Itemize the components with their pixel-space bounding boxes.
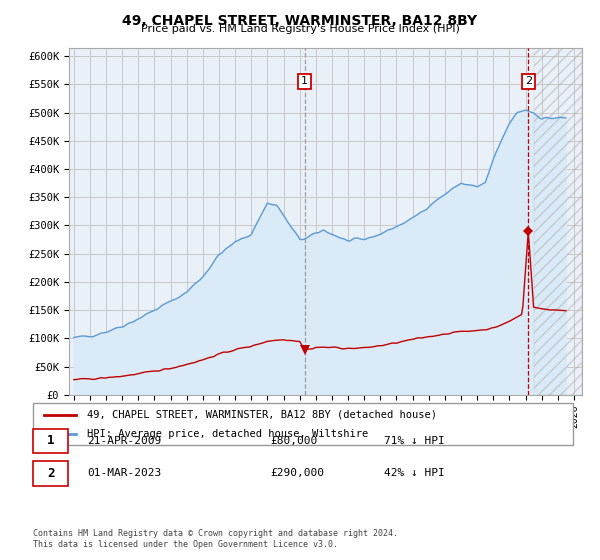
FancyBboxPatch shape bbox=[33, 429, 68, 454]
Text: 49, CHAPEL STREET, WARMINSTER, BA12 8BY: 49, CHAPEL STREET, WARMINSTER, BA12 8BY bbox=[122, 14, 478, 28]
Text: 42% ↓ HPI: 42% ↓ HPI bbox=[384, 469, 445, 478]
FancyBboxPatch shape bbox=[33, 461, 68, 486]
Text: 2: 2 bbox=[525, 77, 532, 86]
Text: 01-MAR-2023: 01-MAR-2023 bbox=[87, 469, 161, 478]
Text: HPI: Average price, detached house, Wiltshire: HPI: Average price, detached house, Wilt… bbox=[87, 429, 368, 439]
Text: 71% ↓ HPI: 71% ↓ HPI bbox=[384, 436, 445, 446]
Text: 1: 1 bbox=[47, 435, 54, 447]
Text: £80,000: £80,000 bbox=[271, 436, 318, 446]
Text: 2: 2 bbox=[47, 467, 54, 480]
Text: 21-APR-2009: 21-APR-2009 bbox=[87, 436, 161, 446]
Text: Price paid vs. HM Land Registry's House Price Index (HPI): Price paid vs. HM Land Registry's House … bbox=[140, 24, 460, 34]
Text: 49, CHAPEL STREET, WARMINSTER, BA12 8BY (detached house): 49, CHAPEL STREET, WARMINSTER, BA12 8BY … bbox=[87, 409, 437, 419]
FancyBboxPatch shape bbox=[33, 403, 573, 445]
Text: 1: 1 bbox=[301, 77, 308, 86]
Text: £290,000: £290,000 bbox=[271, 469, 325, 478]
Text: Contains HM Land Registry data © Crown copyright and database right 2024.
This d: Contains HM Land Registry data © Crown c… bbox=[33, 529, 398, 549]
